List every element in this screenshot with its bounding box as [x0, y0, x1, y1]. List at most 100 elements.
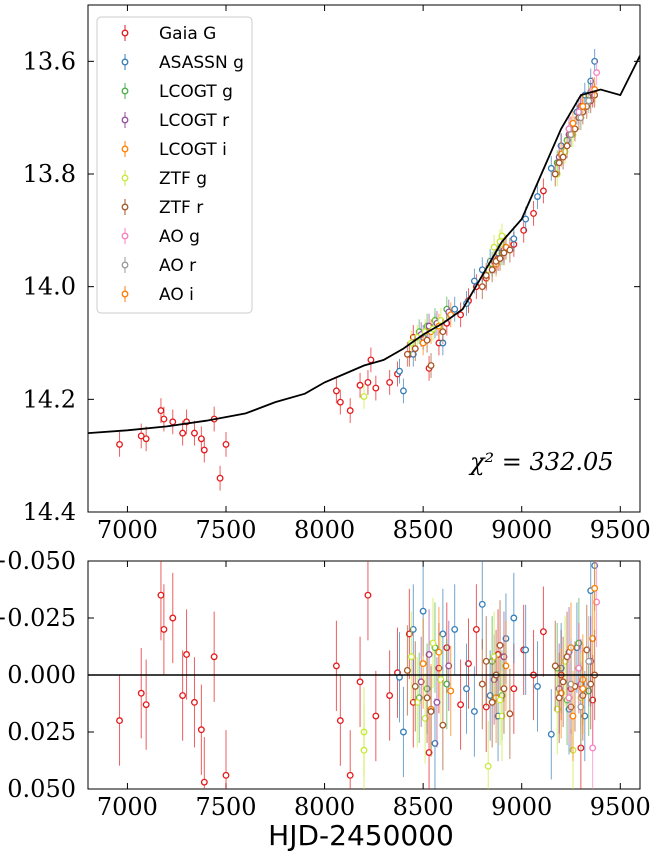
data-point	[591, 584, 599, 592]
series-ztf-g	[360, 597, 585, 789]
data-point	[169, 614, 177, 622]
legend-marker	[121, 116, 129, 124]
data-point	[423, 336, 431, 344]
data-point	[486, 692, 494, 699]
x-tick-label: 9000	[491, 793, 552, 821]
legend-label: AO i	[159, 285, 194, 305]
x-tick-label: 7500	[195, 793, 256, 821]
data-point	[585, 97, 593, 105]
legend-label: AO g	[159, 227, 200, 247]
y-tick-label: 13.8	[23, 160, 76, 188]
data-point	[510, 614, 518, 622]
y-tick-label: 14.4	[23, 498, 76, 526]
data-point	[506, 246, 514, 254]
data-point	[427, 708, 435, 715]
bottom-panel: 7000 7500 8000 8500 9000 9500 −0.050 −0.025 0.00…	[0, 547, 650, 821]
data-point	[478, 283, 486, 291]
y-tick-label: 14.2	[23, 385, 76, 413]
legend-marker	[121, 29, 129, 37]
data-point	[500, 249, 508, 257]
data-point	[372, 712, 380, 720]
data-point	[336, 717, 344, 725]
legend-label: Gaia G	[159, 24, 216, 44]
legend-label: ZTF r	[159, 198, 203, 218]
data-point	[496, 696, 504, 704]
data-point	[579, 102, 587, 110]
data-point	[555, 694, 563, 702]
data-point	[437, 676, 445, 684]
data-point	[585, 657, 593, 665]
data-point	[399, 387, 407, 395]
data-point	[547, 730, 555, 738]
data-point	[567, 680, 575, 688]
data-point	[547, 164, 555, 172]
data-point	[498, 232, 506, 240]
data-point	[191, 429, 198, 437]
data-point	[510, 685, 518, 693]
data-point	[551, 170, 559, 178]
data-point	[360, 746, 368, 754]
x-tick-label: 8500	[393, 516, 454, 544]
data-point	[470, 708, 478, 715]
data-point	[510, 235, 518, 243]
x-tick-label: 8000	[294, 793, 355, 821]
data-point	[457, 311, 465, 319]
data-point	[157, 591, 165, 599]
legend-label: LCOGT i	[159, 140, 227, 160]
data-point	[539, 628, 547, 636]
data-point	[169, 418, 177, 426]
data-point	[386, 378, 394, 386]
data-point	[216, 474, 224, 482]
legend-label: ASASSN g	[159, 53, 244, 73]
data-point	[522, 215, 530, 223]
data-point	[419, 607, 427, 615]
data-point	[356, 381, 364, 389]
data-point	[403, 666, 411, 674]
data-point	[490, 243, 498, 251]
data-point	[484, 762, 492, 770]
data-point	[197, 726, 205, 734]
plot-area	[88, 561, 640, 789]
x-axis-label: HJD-2450000	[268, 819, 454, 852]
legend-marker	[121, 58, 129, 66]
data-point	[591, 57, 599, 65]
data-point	[567, 131, 575, 139]
x-tick-label: 9500	[590, 793, 650, 821]
data-point	[443, 680, 451, 688]
data-point	[419, 660, 427, 668]
data-point	[500, 685, 508, 693]
legend-marker	[121, 261, 129, 269]
data-point	[439, 721, 447, 729]
data-point	[200, 446, 208, 454]
data-point	[179, 692, 187, 699]
data-point	[496, 641, 504, 649]
legend-marker	[121, 290, 129, 298]
data-point	[589, 635, 597, 642]
data-point	[575, 664, 583, 672]
data-point	[579, 685, 587, 693]
data-point	[413, 698, 421, 706]
legend-marker	[121, 232, 129, 240]
legend-marker	[121, 145, 129, 153]
data-point	[403, 350, 411, 358]
data-point	[561, 148, 569, 155]
data-point	[356, 678, 364, 686]
y-tick-label: 0.000	[7, 661, 76, 689]
data-point	[530, 209, 537, 217]
data-point	[346, 771, 354, 779]
data-point	[431, 739, 439, 747]
data-point	[425, 749, 433, 756]
data-point	[396, 367, 403, 375]
data-point	[565, 125, 573, 133]
data-point	[569, 712, 577, 720]
data-point	[332, 662, 340, 670]
data-point	[346, 407, 354, 415]
legend: Gaia G ASASSN g LCOGT g LCOGT r LCOGT i ZTF g…	[96, 16, 253, 314]
data-point	[409, 625, 417, 633]
data-point	[372, 384, 380, 392]
data-point	[587, 680, 595, 688]
data-point	[563, 653, 571, 661]
data-point	[559, 678, 567, 686]
data-point	[555, 159, 563, 167]
